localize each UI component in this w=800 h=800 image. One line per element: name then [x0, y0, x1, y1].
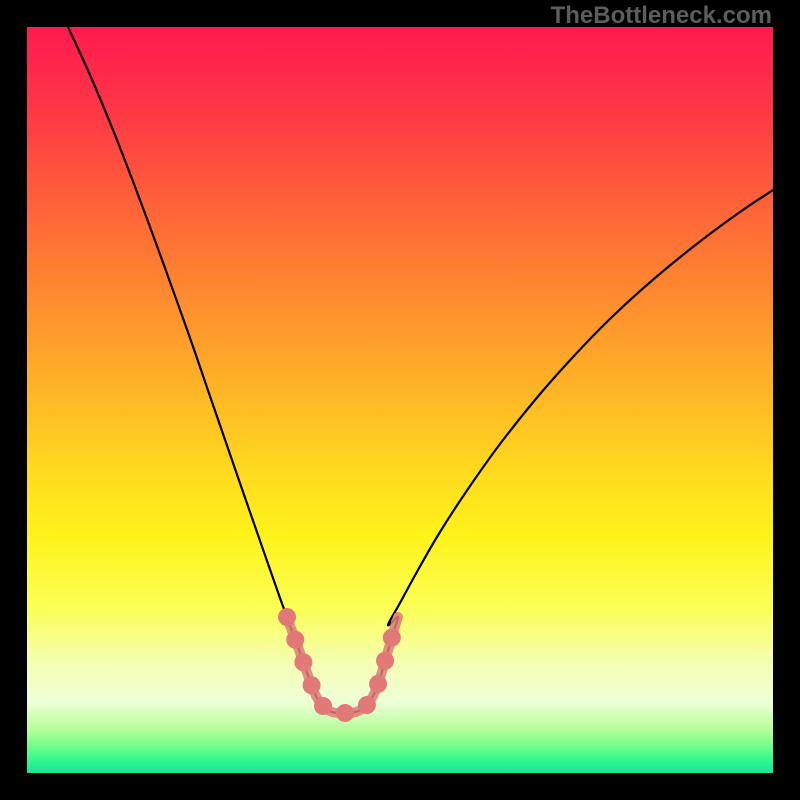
- bottleneck-curve: [68, 27, 773, 713]
- chart-svg: [0, 0, 800, 800]
- chart-container: TheBottleneck.com: [0, 0, 800, 800]
- watermark-label: TheBottleneck.com: [551, 2, 772, 30]
- optimal-range-highlight: [287, 617, 398, 713]
